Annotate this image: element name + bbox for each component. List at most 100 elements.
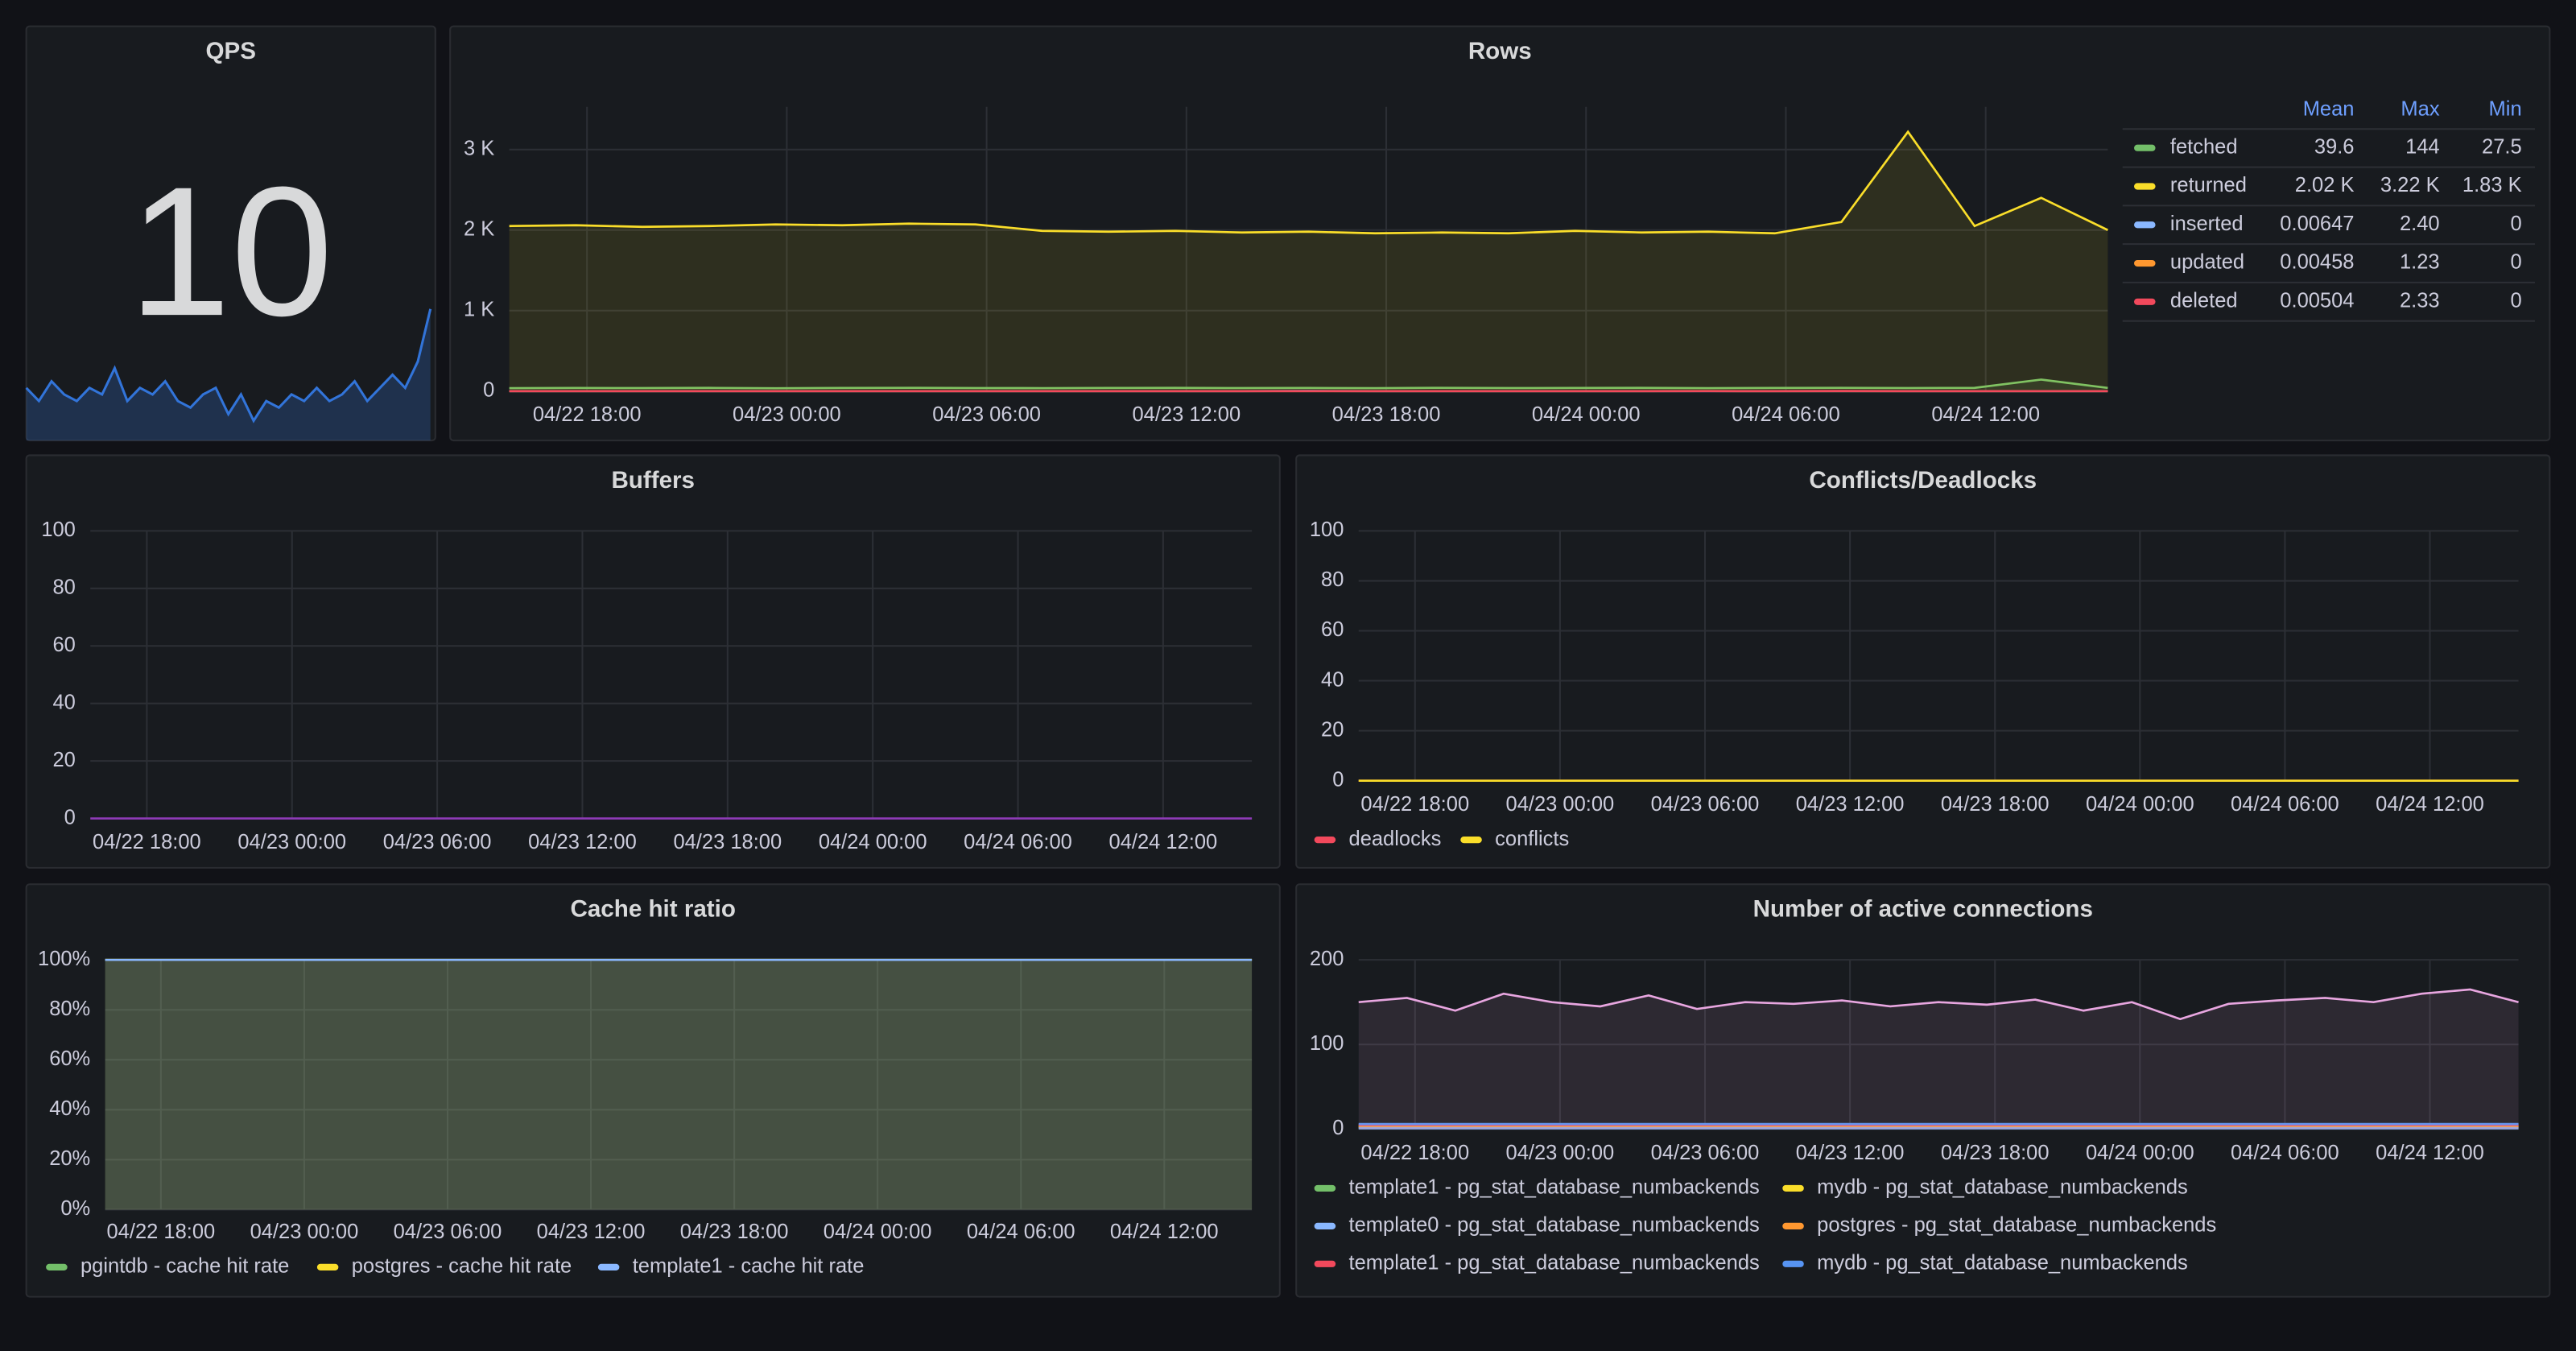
legend-label[interactable]: template1 - cache hit rate bbox=[633, 1255, 865, 1278]
area-fill bbox=[105, 960, 1253, 1210]
legend-swatch bbox=[597, 1263, 620, 1270]
legend-column-header: Min bbox=[2489, 98, 2522, 121]
panel bbox=[25, 454, 1281, 869]
legend-stat: 0 bbox=[2510, 213, 2521, 235]
legend-stat: 2.02 K bbox=[2295, 174, 2355, 196]
panel bbox=[25, 883, 1281, 1298]
legend-label[interactable]: deleted bbox=[2170, 290, 2238, 312]
x-tick-label: 04/23 18:00 bbox=[1332, 403, 1441, 426]
x-tick-label: 04/24 12:00 bbox=[2376, 1142, 2484, 1164]
legend-swatch bbox=[1314, 1260, 1336, 1267]
legend-label[interactable]: returned bbox=[2170, 174, 2247, 196]
legend-stat: 0 bbox=[2510, 290, 2521, 312]
legend-swatch bbox=[2134, 259, 2156, 267]
x-tick-label: 04/24 06:00 bbox=[1732, 403, 1840, 426]
x-tick-label: 04/24 06:00 bbox=[967, 1221, 1075, 1243]
legend-label[interactable]: conflicts bbox=[1495, 828, 1569, 850]
series-line bbox=[509, 130, 2108, 235]
legend-label[interactable]: pgintdb - cache hit rate bbox=[80, 1255, 289, 1278]
legend-swatch bbox=[46, 1263, 68, 1270]
x-tick-label: 04/22 18:00 bbox=[533, 403, 642, 426]
legend-swatch bbox=[1314, 1222, 1336, 1229]
legend-swatch bbox=[2134, 221, 2156, 229]
x-tick-label: 04/23 00:00 bbox=[733, 403, 841, 426]
y-tick-label: 3 K bbox=[464, 137, 494, 159]
x-tick-label: 04/23 12:00 bbox=[1796, 1142, 1905, 1164]
y-tick-label: 60 bbox=[1321, 618, 1344, 641]
legend-label[interactable]: deadlocks bbox=[1349, 828, 1442, 850]
y-tick-label: 60 bbox=[53, 634, 76, 656]
x-tick-label: 04/24 00:00 bbox=[819, 831, 927, 853]
x-tick-label: 04/23 06:00 bbox=[383, 831, 492, 853]
x-tick-label: 04/24 00:00 bbox=[1532, 403, 1641, 426]
x-tick-label: 04/23 06:00 bbox=[932, 403, 1041, 426]
series-line bbox=[509, 378, 2108, 390]
area-fill bbox=[1358, 989, 2519, 1130]
legend-swatch bbox=[1782, 1222, 1804, 1229]
legend-stat: 0.00504 bbox=[2280, 290, 2354, 312]
legend-label[interactable]: updated bbox=[2170, 251, 2244, 274]
y-tick-label: 100% bbox=[38, 948, 90, 970]
y-tick-label: 100 bbox=[41, 519, 76, 541]
x-tick-label: 04/23 12:00 bbox=[1132, 403, 1241, 426]
y-tick-label: 0 bbox=[483, 379, 494, 402]
legend-swatch bbox=[2134, 183, 2156, 190]
legend-label[interactable]: template1 - pg_stat_database_numbackends bbox=[1349, 1176, 1760, 1199]
x-tick-label: 04/23 12:00 bbox=[528, 831, 637, 853]
legend-label[interactable]: template0 - pg_stat_database_numbackends bbox=[1349, 1214, 1760, 1237]
x-tick-label: 04/22 18:00 bbox=[1360, 1142, 1469, 1164]
legend-swatch bbox=[316, 1263, 339, 1270]
area-fill bbox=[105, 960, 1253, 1210]
legend-swatch bbox=[1782, 1184, 1804, 1192]
legend-label[interactable]: postgres - cache hit rate bbox=[352, 1255, 572, 1278]
y-tick-label: 80 bbox=[1321, 568, 1344, 591]
legend-label[interactable]: mydb - pg_stat_database_numbackends bbox=[1817, 1176, 2188, 1199]
legend-column-header: Mean bbox=[2303, 98, 2355, 121]
legend-label[interactable]: template1 - pg_stat_database_numbackends bbox=[1349, 1252, 1760, 1275]
legend-swatch bbox=[1314, 1184, 1336, 1192]
panel-title: Buffers bbox=[611, 467, 695, 494]
x-tick-label: 04/24 12:00 bbox=[1110, 1221, 1219, 1243]
panel-title: Conflicts/Deadlocks bbox=[1809, 467, 2037, 494]
panel-title: Number of active connections bbox=[1753, 896, 2093, 923]
sparkline-area bbox=[26, 308, 431, 441]
sparkline bbox=[25, 308, 432, 423]
panel bbox=[1295, 883, 2551, 1298]
legend-swatch bbox=[1460, 837, 1482, 844]
area-fill bbox=[1358, 1124, 2519, 1130]
x-tick-label: 04/24 00:00 bbox=[2086, 1142, 2194, 1164]
x-tick-label: 04/23 18:00 bbox=[1941, 793, 2050, 816]
x-tick-label: 04/22 18:00 bbox=[1360, 793, 1469, 816]
x-tick-label: 04/22 18:00 bbox=[93, 831, 201, 853]
x-tick-label: 04/23 18:00 bbox=[680, 1221, 789, 1243]
y-tick-label: 20 bbox=[1321, 718, 1344, 741]
area-fill bbox=[509, 131, 2108, 391]
series-line bbox=[1358, 988, 2519, 1021]
area-fill bbox=[105, 960, 1253, 1210]
legend-label[interactable]: inserted bbox=[2170, 213, 2244, 235]
legend-stat: 0.00458 bbox=[2280, 251, 2354, 274]
y-tick-label: 20 bbox=[53, 749, 76, 771]
x-tick-label: 04/23 18:00 bbox=[673, 831, 782, 853]
y-tick-label: 0 bbox=[1332, 1117, 1344, 1139]
x-tick-label: 04/23 00:00 bbox=[1506, 1142, 1615, 1164]
legend-label[interactable]: fetched bbox=[2170, 135, 2238, 158]
y-tick-label: 40 bbox=[53, 691, 76, 713]
legend-swatch bbox=[1782, 1260, 1804, 1267]
panel bbox=[25, 25, 436, 442]
x-tick-label: 04/23 00:00 bbox=[250, 1221, 359, 1243]
legend-stat: 3.22 K bbox=[2380, 174, 2440, 196]
y-tick-label: 0% bbox=[60, 1197, 90, 1220]
x-tick-label: 04/23 12:00 bbox=[1796, 793, 1905, 816]
y-tick-label: 20% bbox=[49, 1147, 90, 1170]
legend-stat: 2.33 bbox=[2400, 290, 2440, 312]
legend-label[interactable]: mydb - pg_stat_database_numbackends bbox=[1817, 1252, 2188, 1275]
x-tick-label: 04/24 12:00 bbox=[1109, 831, 1218, 853]
x-tick-label: 04/24 06:00 bbox=[2231, 793, 2339, 816]
x-tick-label: 04/24 06:00 bbox=[2231, 1142, 2339, 1164]
stat-value: 10 bbox=[129, 149, 333, 354]
panel-title: Cache hit ratio bbox=[571, 896, 736, 923]
y-tick-label: 40 bbox=[1321, 668, 1344, 691]
legend-label[interactable]: postgres - pg_stat_database_numbackends bbox=[1817, 1214, 2216, 1237]
